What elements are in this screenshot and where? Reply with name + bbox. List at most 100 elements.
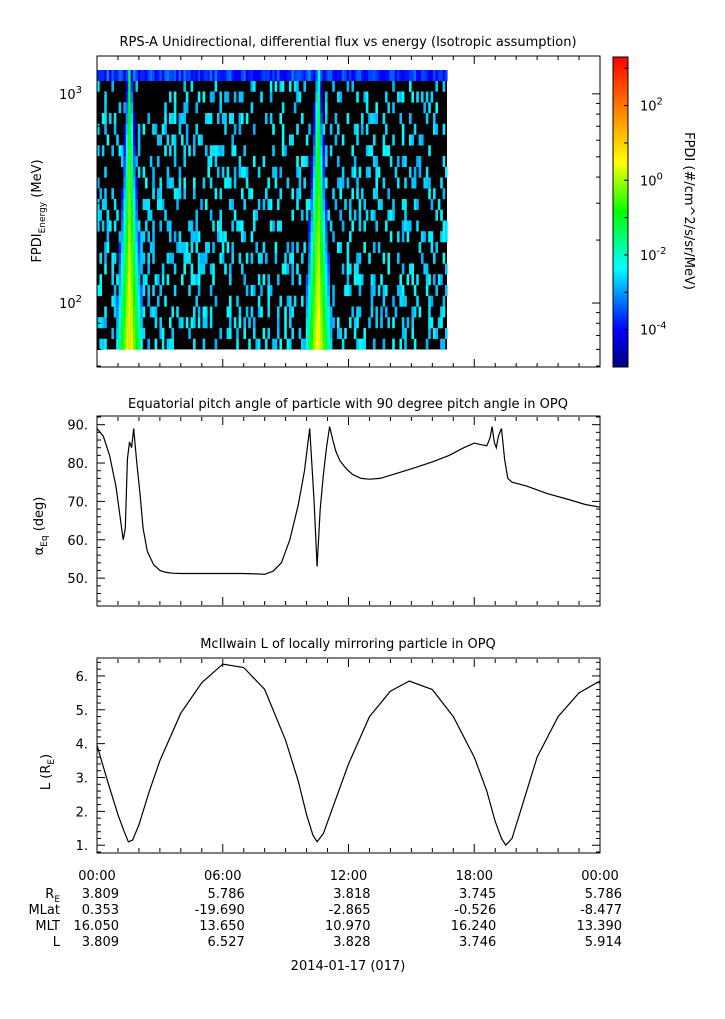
spectrogram-cell	[435, 327, 438, 339]
spectrogram-cell	[411, 274, 414, 286]
spectrogram-cell	[279, 220, 282, 232]
spectrogram-cell	[325, 231, 328, 243]
spectrogram-cell	[327, 284, 330, 296]
spectrogram-cell	[123, 241, 126, 254]
spectrogram-cell	[133, 306, 136, 318]
spectrogram-cell	[231, 252, 234, 264]
spectrogram-cell	[173, 155, 177, 168]
spectrogram-cell	[137, 241, 141, 254]
spectrogram-cell	[188, 70, 191, 82]
spectrogram-cell	[224, 263, 227, 275]
spectrogram-cell	[279, 80, 282, 92]
spectrogram-cell	[392, 198, 395, 211]
spectrogram-cell	[317, 198, 321, 211]
spectrogram-cell	[169, 338, 172, 350]
spectrogram-cell	[442, 80, 446, 92]
spectrogram-cell	[337, 70, 340, 82]
lshell-axes: 1. 2. 3. 4. 5. 6.	[76, 659, 601, 854]
spectrogram-cell	[346, 263, 350, 275]
spectrogram-cell	[291, 188, 294, 200]
spectrogram-cell	[128, 327, 131, 339]
spectrogram-cell	[401, 284, 405, 296]
spectrogram-cell	[149, 306, 153, 318]
spectrogram-cell	[157, 188, 160, 200]
spectrogram-cell	[404, 295, 407, 307]
spectrogram-cell	[253, 284, 256, 296]
spectrogram-cell	[207, 155, 210, 168]
lshell-line	[96, 663, 601, 847]
spectrogram-cell	[313, 112, 316, 125]
spectrogram-cell	[161, 123, 165, 135]
spectrogram-cell	[137, 274, 141, 286]
spectrogram-cell	[272, 123, 275, 135]
spectrogram-cell	[325, 295, 328, 307]
spectrogram-cell	[356, 306, 359, 318]
spectrogram-cell	[361, 112, 364, 125]
spectrogram-cell	[358, 306, 362, 318]
spectrogram-cell	[248, 188, 251, 200]
spectrogram-cell	[229, 327, 232, 339]
spectrogram-cell	[193, 306, 196, 318]
spectrogram-cell	[159, 198, 162, 211]
spectrogram-cell	[365, 70, 369, 82]
spectrogram-cell	[277, 220, 280, 232]
spectrogram-cell	[308, 70, 311, 82]
spectrogram-cell	[313, 274, 316, 286]
spectrogram-cell	[142, 306, 146, 318]
spectrogram-cell	[265, 252, 268, 264]
spectrogram-cell	[370, 209, 374, 221]
spectrogram-cell	[291, 306, 294, 318]
spectrogram-cell	[128, 231, 131, 243]
spectrogram-cell	[214, 188, 218, 200]
spectrogram-cell	[296, 241, 299, 254]
spectrogram-cell	[231, 220, 234, 232]
spectrogram-cell	[373, 284, 376, 296]
spectrogram-cell	[202, 252, 206, 264]
spectrogram-cell	[315, 231, 318, 243]
spectrogram-cell	[133, 198, 136, 211]
spectrogram-cell	[130, 112, 134, 125]
spectrogram-cell	[125, 241, 129, 254]
spectrogram-cell	[329, 220, 333, 232]
spectrogram-cell	[298, 274, 302, 286]
spectrogram-cell	[169, 112, 172, 125]
spectrogram-cell	[279, 70, 282, 82]
spectrogram-cell	[356, 123, 359, 135]
spectrogram-cell	[387, 70, 390, 82]
spectrogram-cell	[428, 70, 431, 82]
spectrogram-cell	[430, 295, 434, 307]
spectrogram-cell	[349, 198, 352, 211]
spectrogram-cell	[317, 102, 321, 114]
spectrogram-cell	[243, 145, 246, 157]
spectrogram-cell	[358, 252, 362, 264]
spectrogram-cell	[133, 317, 136, 329]
spectrogram-cell	[157, 198, 160, 211]
spectrogram-cell	[281, 123, 285, 135]
spectrogram-cell	[212, 274, 215, 286]
spectrogram-cell	[214, 338, 218, 350]
spectrogram-cell	[140, 295, 143, 307]
spectrogram-cell	[145, 70, 148, 82]
spectrogram-cell	[277, 274, 280, 286]
spectrogram-cell	[140, 306, 143, 318]
spectrogram-cell	[279, 112, 282, 125]
spectrogram-cell	[322, 274, 326, 286]
spectrogram-axes: 102 103	[59, 56, 601, 367]
spectrogram-cell	[289, 338, 292, 350]
spectrogram-cell	[159, 284, 162, 296]
spectrogram-cell	[317, 327, 321, 339]
spectrogram-cell	[269, 91, 273, 103]
spectrogram-cell	[245, 284, 249, 296]
spectrogram-cell	[320, 209, 323, 221]
spectrogram-cell	[274, 252, 278, 264]
spectrogram-cell	[351, 166, 354, 178]
spectrogram-cell	[358, 284, 362, 296]
spectrogram-cell	[130, 338, 134, 350]
spectrogram-cell	[113, 112, 117, 125]
spectrogram-cell	[173, 134, 177, 146]
y-tick-label: 102	[59, 294, 82, 312]
spectrogram-cell	[401, 220, 405, 232]
spectrogram-cell	[169, 317, 172, 329]
spectrogram-cell	[130, 80, 134, 92]
spectrogram-cell	[118, 70, 122, 82]
